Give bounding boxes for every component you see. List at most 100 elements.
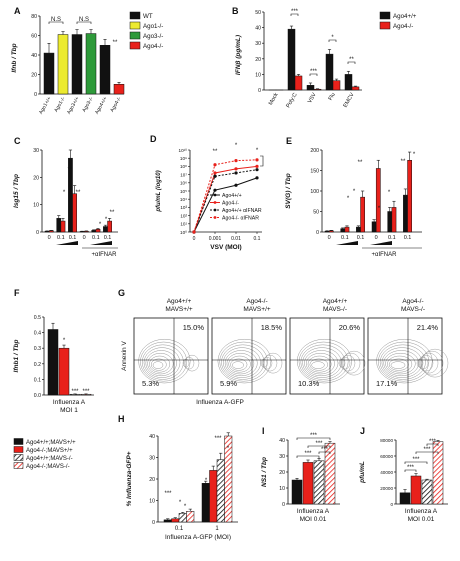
panel-e-x-tick-label: 0.1 [357, 235, 365, 241]
panel-c-x-tick-label: 0.1 [104, 235, 112, 241]
panel-j-bracket [404, 469, 417, 472]
panel-c-bar [48, 230, 54, 233]
panel-j-significance: *** [423, 447, 431, 453]
panel-e-significance: ** [401, 159, 406, 165]
panel-a-bar [85, 33, 97, 95]
panel-i-y-axis-label: NS1 / Tbp [261, 457, 268, 487]
panel-a-bar [57, 34, 69, 95]
panel-c-x-tick-label: 0.1 [69, 235, 77, 241]
panel-h-y-tick-label: 40 [149, 434, 155, 440]
panel-b-significance: *** [310, 69, 318, 75]
panel-g-contour [342, 350, 366, 376]
panel-i-bar [291, 479, 303, 505]
panel-g-contour [302, 347, 342, 378]
panel-j-bar [399, 492, 411, 505]
panel-g-contour [341, 352, 361, 374]
panel-b-bar [351, 86, 360, 91]
panel-d-legend-marker [213, 193, 217, 197]
panel-d-legend-label: Ago4+/+ [222, 193, 242, 199]
panel-f-y-tick-label: 0.0 [34, 393, 41, 399]
panel-g-plot-frame [133, 317, 209, 395]
panel-b-x-tick-label: EMCV [343, 92, 356, 109]
panel-c-x-tick-label: 0.1 [92, 235, 100, 241]
panel-i-significance: *** [315, 441, 323, 447]
shared-legend-label: Ago4-/-;MAVS+/+ [26, 448, 73, 454]
panel-b-y-axis-label: IFNβ (pg/mL) [235, 35, 242, 75]
panel-g-plot-title: Ago4-/- [246, 298, 267, 305]
panel-c-significance: * [105, 217, 108, 223]
panel-h-significance: *** [214, 436, 222, 442]
panel-c-bar [95, 229, 101, 233]
panel-g-contour [223, 347, 261, 378]
panel-letter-a: A [14, 6, 21, 16]
panel-g-plot-title: Ago4-/- [402, 298, 423, 305]
panel-a-y-tick-label: 40 [31, 53, 37, 59]
panel-f-significance: *** [82, 389, 90, 395]
panel-d-y-tick-label: 10² [180, 213, 187, 218]
panel-g-contour [339, 356, 351, 370]
panel-d-legend-label: Ago4+/+ αIFNAR [222, 208, 262, 214]
panel-h-significance: *** [164, 491, 172, 497]
panel-g-contour [145, 350, 177, 377]
panel-h-y-tick-label: 30 [149, 456, 155, 462]
panel-b-x-tick-label: VSV [307, 92, 318, 105]
panel-letter-j: J [360, 426, 365, 436]
panel-j-y-tick-label: 40000 [380, 470, 393, 475]
panel-g-contour [420, 350, 444, 376]
panel-h-y-axis-label: % Influenza-GFP+ [126, 451, 133, 506]
panel-d-data-point [213, 188, 217, 192]
panel-b-legend-swatch [379, 11, 391, 20]
panel-d-y-tick-label: 10⁸ [180, 164, 187, 169]
panel-b-bracket [309, 73, 318, 76]
panel-g-contour [226, 352, 255, 375]
panel-e-y-tick-label: 100 [310, 189, 319, 195]
panel-d-y-tick-label: 10¹ [180, 222, 187, 227]
panel-a-x-tick-label: Ago3+/+ [66, 96, 81, 115]
panel-e-y-axis-label: SV(G) / Tbp [285, 173, 292, 208]
panel-g-plot-frame [211, 317, 287, 395]
panel-e-bar [324, 230, 330, 233]
panel-e-significance: * [413, 152, 416, 158]
panel-i-y-tick-label: 40 [279, 438, 285, 444]
panel-e-y-tick-label: 200 [310, 148, 319, 154]
panel-i-significance: *** [304, 451, 312, 457]
panel-g-contour [262, 354, 278, 372]
panel-g-contour [421, 348, 449, 378]
panel-d-legend-label: Ago4-/- [222, 201, 239, 207]
panel-g-contour [140, 341, 188, 382]
panel-a-legend-label: Ago3-/- [143, 33, 163, 40]
panel-d-data-point [255, 168, 259, 172]
panel-h-significance: * [184, 504, 187, 510]
panel-e-y-tick-label: 150 [310, 169, 319, 175]
shared-legend-swatch [13, 438, 24, 445]
panel-g-quadrant-upper-value: 15.0% [183, 323, 205, 332]
panel-g-contour [385, 352, 416, 375]
panel-g-contour [307, 355, 332, 373]
panel-h-significance: * [179, 500, 182, 506]
panel-e-bar [407, 160, 412, 233]
panel-i-x-axis-label-line2: MOI 0.01 [300, 516, 327, 523]
panel-j-y-axis-label: pfu/mL [359, 461, 366, 484]
panel-c-bar [103, 226, 108, 233]
panel-c-bar [107, 220, 112, 233]
panel-j-x-axis-label-line2: MOI 0.01 [408, 516, 435, 523]
panel-g-contour [138, 338, 191, 384]
panel-i-bracket [296, 455, 320, 458]
panel-h-bar [163, 519, 172, 523]
panel-g-contour [149, 355, 171, 373]
panel-e-significance: ** [358, 160, 363, 166]
panel-b-y-tick-label: 30 [255, 41, 261, 47]
panel-b-bar [294, 75, 303, 91]
panel-b-y-tick-label: 50 [255, 10, 261, 16]
panel-e-bar [360, 196, 365, 233]
panel-h-significance: * [227, 446, 230, 452]
panel-c-y-tick-label: 10 [33, 203, 39, 209]
panel-d-series-line [193, 159, 258, 233]
panel-g-contour [150, 358, 167, 371]
panel-f-bar [47, 329, 59, 396]
panel-f-y-tick-label: 0.2 [34, 362, 41, 368]
panel-e-significance: * [353, 189, 356, 195]
panel-g-contour [305, 352, 335, 375]
panel-g-y-axis-label: Annexin V [121, 341, 128, 371]
panel-d-legend-marker [213, 208, 217, 212]
